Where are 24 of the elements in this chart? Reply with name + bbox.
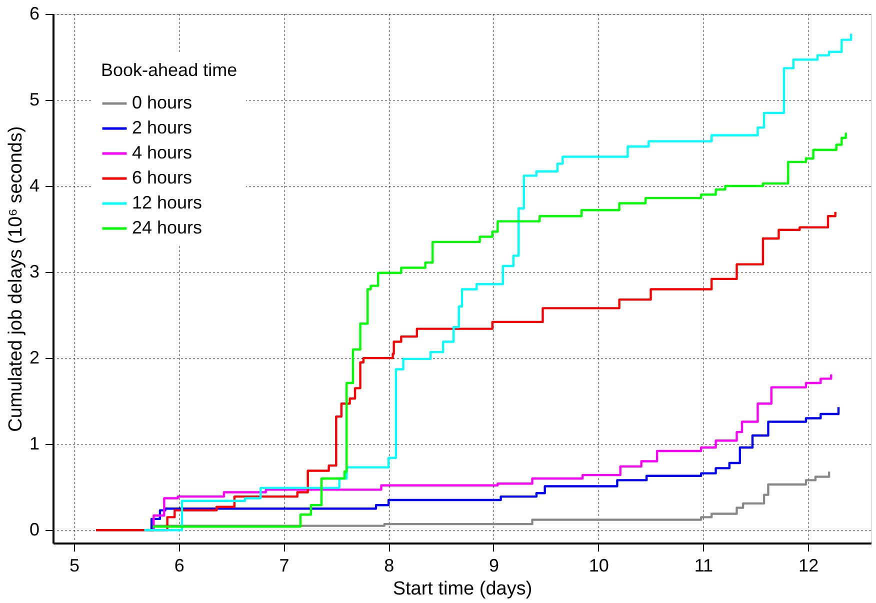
legend-label: 24 hours	[132, 218, 202, 238]
legend-label: 2 hours	[132, 118, 192, 138]
legend-label: 12 hours	[132, 192, 202, 212]
y-tick-label: 2	[29, 348, 40, 368]
legend-title: Book-ahead time	[101, 60, 238, 80]
x-tick-label: 9	[488, 556, 499, 576]
x-tick-label: 6	[174, 556, 184, 576]
x-tick-label: 11	[694, 556, 714, 576]
y-tick-label: 1	[29, 434, 40, 454]
legend-label: 6 hours	[132, 168, 192, 188]
y-tick-label: 3	[29, 262, 40, 282]
y-axis-title: Cumulated job delays (10⁶ seconds)	[5, 126, 26, 432]
x-tick-label: 7	[279, 556, 290, 576]
x-axis-title: Start time (days)	[392, 578, 532, 600]
y-tick-label: 0	[29, 520, 40, 540]
legend-label: 4 hours	[132, 142, 192, 162]
x-tick-label: 8	[384, 556, 394, 576]
y-tick-label: 6	[29, 4, 40, 24]
x-tick-label: 10	[588, 556, 609, 576]
y-tick-label: 4	[29, 176, 40, 196]
y-tick-label: 5	[29, 90, 40, 110]
x-tick-label: 12	[798, 556, 819, 576]
legend-label: 0 hours	[132, 92, 192, 112]
x-tick-label: 5	[69, 556, 80, 576]
